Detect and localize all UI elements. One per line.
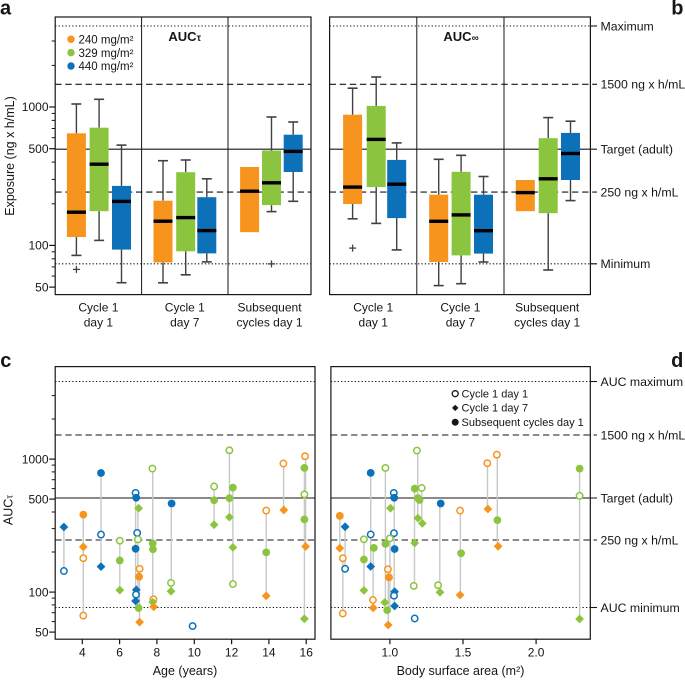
svg-text:Cycle 1: Cycle 1 <box>440 301 480 315</box>
svg-text:Age (years): Age (years) <box>153 664 218 678</box>
svg-text:500: 500 <box>28 492 48 506</box>
svg-text:AUC minimum: AUC minimum <box>601 601 680 615</box>
svg-text:Target (adult): Target (adult) <box>601 143 673 157</box>
svg-text:c: c <box>0 350 11 372</box>
svg-text:Subsequent: Subsequent <box>515 301 580 315</box>
svg-text:6: 6 <box>116 646 123 660</box>
svg-text:Cycle 1 day 7: Cycle 1 day 7 <box>462 403 529 415</box>
svg-text:cycles day 1: cycles day 1 <box>236 316 302 330</box>
svg-text:Exposure (ng x h/mL): Exposure (ng x h/mL) <box>3 96 17 216</box>
svg-text:50: 50 <box>35 625 49 639</box>
svg-text:1500 ng x h/mL: 1500 ng x h/mL <box>601 78 685 92</box>
svg-text:Maximum: Maximum <box>601 19 654 33</box>
svg-text:50: 50 <box>35 280 49 294</box>
svg-text:1.0: 1.0 <box>382 646 399 660</box>
svg-text:day 7: day 7 <box>446 316 476 330</box>
svg-text:500: 500 <box>28 142 48 156</box>
svg-text:240 mg/m²: 240 mg/m² <box>79 34 134 46</box>
svg-text:AUC maximum: AUC maximum <box>601 375 684 389</box>
svg-text:100: 100 <box>28 585 48 599</box>
svg-text:4: 4 <box>79 646 86 660</box>
svg-text:d: d <box>671 350 683 372</box>
svg-text:a: a <box>0 0 12 19</box>
svg-text:Cycle 1: Cycle 1 <box>353 301 393 315</box>
svg-text:b: b <box>671 0 683 19</box>
svg-text:day 1: day 1 <box>84 316 114 330</box>
svg-text:AUCτ: AUCτ <box>1 495 15 525</box>
svg-text:250 ng x h/mL: 250 ng x h/mL <box>601 533 679 547</box>
svg-text:Body surface area (m²): Body surface area (m²) <box>397 664 525 678</box>
svg-text:Subsequent cycles day 1: Subsequent cycles day 1 <box>462 417 584 429</box>
svg-text:329 mg/m²: 329 mg/m² <box>79 48 134 60</box>
svg-text:AUCτ: AUCτ <box>168 29 201 44</box>
svg-text:cycles day 1: cycles day 1 <box>514 316 580 330</box>
svg-text:250 ng x h/mL: 250 ng x h/mL <box>601 185 679 199</box>
svg-text:16: 16 <box>300 646 314 660</box>
svg-text:day 7: day 7 <box>170 316 200 330</box>
svg-text:1500 ng x h/mL: 1500 ng x h/mL <box>601 428 685 442</box>
svg-text:1000: 1000 <box>22 452 49 466</box>
svg-text:Target (adult): Target (adult) <box>601 491 673 505</box>
svg-text:2.0: 2.0 <box>528 646 545 660</box>
svg-text:8: 8 <box>154 646 161 660</box>
svg-text:Minimum: Minimum <box>601 257 651 271</box>
svg-text:Cycle 1 day 1: Cycle 1 day 1 <box>462 389 529 401</box>
svg-text:12: 12 <box>225 646 239 660</box>
svg-text:1.5: 1.5 <box>455 646 472 660</box>
svg-text:14: 14 <box>262 646 276 660</box>
svg-text:Subsequent: Subsequent <box>237 301 302 315</box>
svg-text:100: 100 <box>28 239 48 253</box>
svg-text:1000: 1000 <box>22 100 49 114</box>
svg-text:Cycle 1: Cycle 1 <box>78 301 118 315</box>
svg-text:440 mg/m²: 440 mg/m² <box>79 61 134 73</box>
svg-text:10: 10 <box>188 646 202 660</box>
svg-text:Cycle 1: Cycle 1 <box>165 301 205 315</box>
svg-text:AUC∞: AUC∞ <box>443 29 478 44</box>
svg-text:day 1: day 1 <box>359 316 389 330</box>
